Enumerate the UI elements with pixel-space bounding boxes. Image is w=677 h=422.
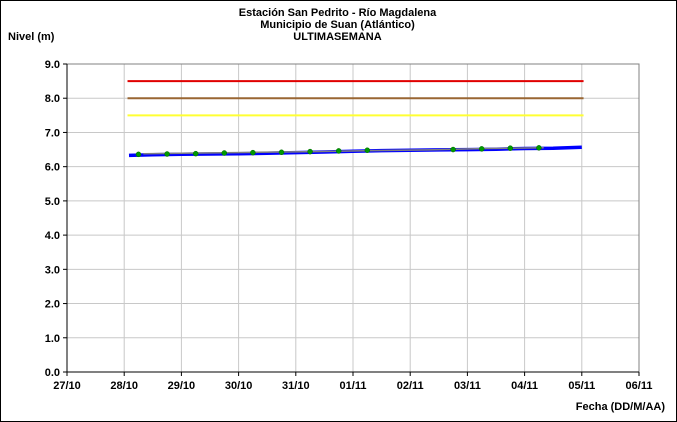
data-point [135, 151, 142, 158]
data-point [478, 146, 485, 152]
y-tick-label: 3.0 [45, 264, 60, 276]
data-point [307, 148, 313, 155]
y-tick-label: 0.0 [45, 367, 60, 379]
series-line-secondary [143, 147, 544, 155]
x-tick-label: 29/10 [168, 380, 196, 392]
x-axis-label: Fecha (DD/M/AA) [575, 401, 665, 413]
data-point [278, 149, 285, 156]
data-point [192, 150, 199, 157]
y-tick-label: 7.0 [45, 127, 60, 139]
y-tick-label: 5.0 [45, 196, 60, 208]
x-tick-label: 27/10 [53, 380, 81, 392]
data-point [450, 146, 456, 153]
x-tick-label: 01/11 [340, 380, 367, 392]
x-tick-label: 02/11 [397, 380, 424, 392]
x-tick-label: 04/11 [511, 380, 538, 392]
chart-title: Estación San Pedrito - Río Magdalena [238, 7, 437, 19]
y-tick-label: 6.0 [45, 162, 60, 174]
y-tick-label: 2.0 [45, 299, 60, 311]
y-tick-label: 4.0 [45, 230, 60, 242]
data-point [164, 151, 170, 157]
y-tick-label: 8.0 [45, 93, 60, 105]
data-point [250, 149, 256, 156]
chart-subtitle: Municipio de Suan (Atlántico) [260, 19, 415, 31]
x-tick-label: 05/11 [568, 380, 595, 392]
x-tick-label: 31/10 [282, 380, 310, 392]
data-point [507, 145, 514, 151]
data-point [536, 145, 542, 151]
x-tick-label: 06/11 [626, 380, 653, 392]
chart-subtitle-2: ULTIMASEMANA [293, 31, 382, 43]
x-tick-label: 28/10 [110, 380, 138, 392]
data-point [335, 148, 342, 154]
data-point [364, 147, 371, 153]
data-point [221, 150, 228, 156]
x-tick-label: 30/10 [225, 380, 253, 392]
y-axis-label: Nivel (m) [8, 31, 55, 43]
y-tick-label: 1.0 [45, 333, 60, 345]
y-tick-label: 9.0 [45, 59, 60, 71]
x-tick-label: 03/11 [454, 380, 481, 392]
